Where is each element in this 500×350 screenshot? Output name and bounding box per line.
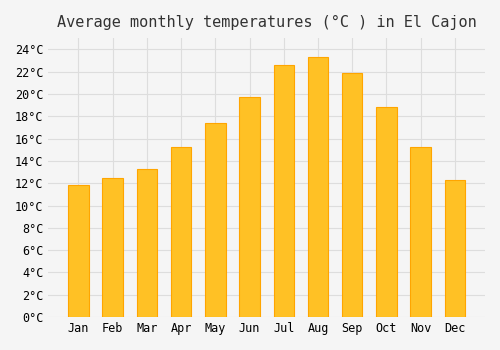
Title: Average monthly temperatures (°C ) in El Cajon: Average monthly temperatures (°C ) in El… [57, 15, 476, 30]
Bar [274, 65, 294, 317]
Bar [171, 147, 192, 317]
Bar [444, 180, 465, 317]
Bar [410, 147, 431, 317]
Bar [68, 186, 88, 317]
Bar [136, 169, 157, 317]
Bar [205, 123, 226, 317]
Bar [342, 73, 362, 317]
Bar [240, 97, 260, 317]
Bar [102, 178, 123, 317]
Bar [376, 107, 396, 317]
Bar [308, 57, 328, 317]
